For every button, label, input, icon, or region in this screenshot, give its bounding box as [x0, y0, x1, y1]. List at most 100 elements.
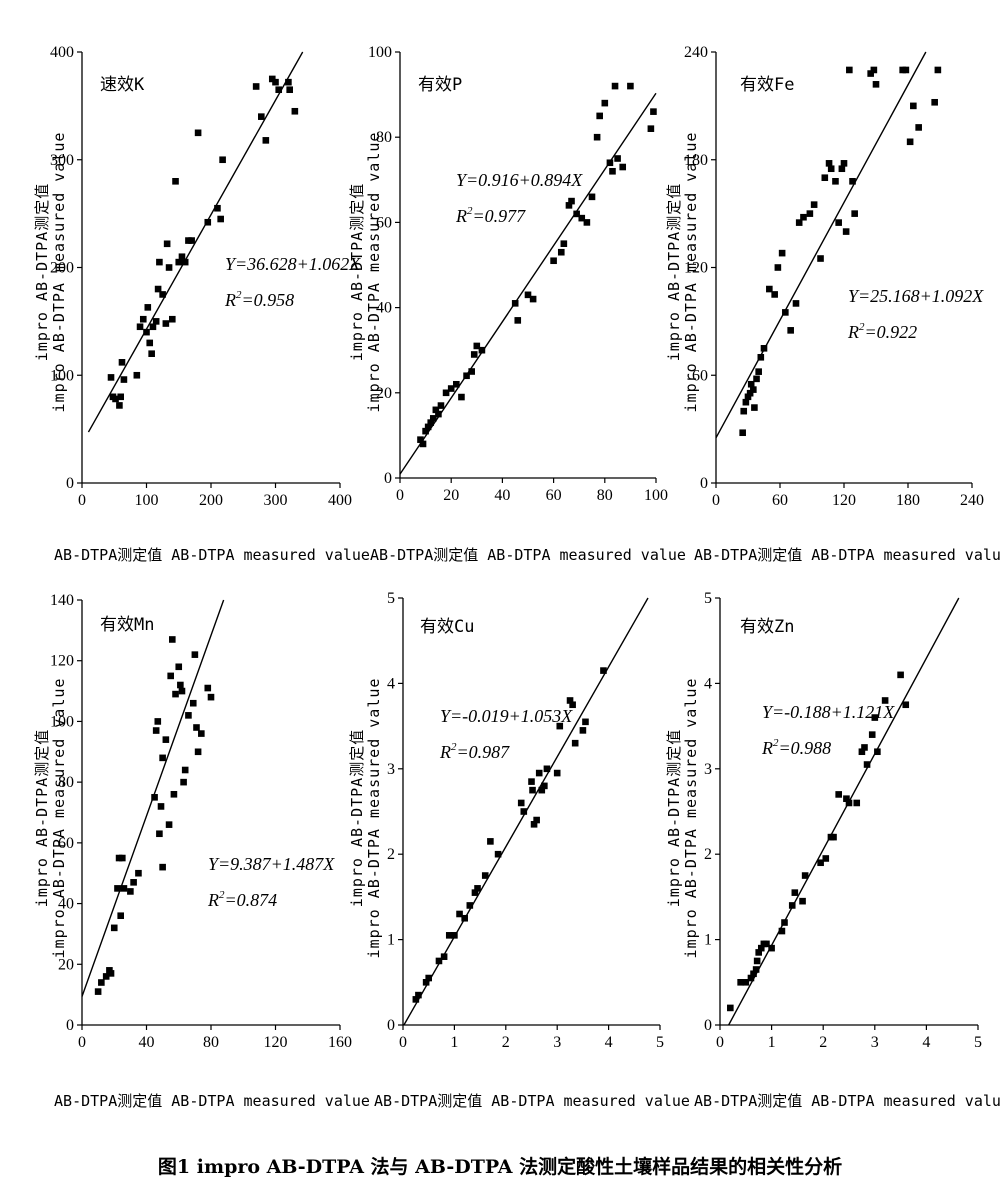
data-point: [788, 902, 796, 909]
data-point: [870, 66, 878, 74]
data-point: [204, 218, 212, 226]
x-tick-label: 2: [819, 1034, 827, 1051]
data-point: [148, 350, 155, 357]
data-point: [156, 258, 163, 266]
data-point: [163, 240, 171, 248]
y-tick-label: 100: [368, 44, 392, 61]
data-point: [286, 86, 293, 94]
y-tick-label: 4: [704, 675, 712, 692]
data-point: [832, 178, 839, 185]
data-point: [178, 253, 186, 261]
data-point: [861, 744, 868, 751]
data-point: [535, 769, 543, 777]
y-tick-label: 300: [50, 152, 74, 169]
data-point: [774, 264, 782, 271]
data-point: [529, 786, 536, 794]
data-point: [207, 693, 215, 701]
x-tick-label: 4: [922, 1034, 930, 1051]
fit-equation: Y=0.916+0.894X: [456, 170, 583, 190]
data-point: [135, 869, 142, 877]
data-point: [419, 440, 427, 448]
data-point: [619, 163, 627, 171]
data-point: [119, 854, 126, 862]
data-point: [422, 979, 430, 986]
fit-equation: Y=36.628+1.062X: [225, 254, 361, 274]
data-point: [151, 794, 158, 801]
data-point: [588, 193, 596, 201]
data-point: [285, 78, 292, 86]
data-point: [204, 684, 212, 692]
data-point: [429, 415, 437, 422]
data-point: [827, 165, 835, 173]
data-point: [116, 402, 123, 409]
data-point: [156, 830, 163, 838]
y-tick-label: 180: [684, 152, 708, 169]
data-point: [571, 739, 579, 747]
data-point: [107, 970, 115, 977]
y-axis-label-line2: impro AB-DTPA measured value: [365, 678, 383, 959]
data-point: [427, 419, 435, 426]
y-tick-label: 240: [684, 44, 708, 61]
y-axis-label-line1: impro AB-DTPA测定值: [665, 183, 683, 361]
data-point: [843, 795, 850, 802]
data-point: [931, 98, 938, 106]
data-point: [133, 371, 141, 379]
data-point: [742, 398, 750, 406]
data-point: [451, 932, 458, 939]
fit-line: [728, 597, 960, 1026]
data-point: [568, 197, 575, 205]
x-tick-label: 200: [199, 492, 223, 509]
data-point: [858, 748, 866, 756]
data-point: [191, 651, 199, 658]
y-tick-label: 3: [387, 761, 395, 778]
data-point: [463, 372, 470, 380]
x-tick-label: 20: [443, 487, 459, 504]
data-point: [806, 210, 814, 217]
data-point: [435, 957, 443, 965]
panel-4: 0 40 80 120 160 0 20 40 60 80 100 120 140 有效Mn Y=9.387…: [33, 592, 370, 1110]
data-point: [851, 210, 858, 217]
data-point: [422, 427, 429, 435]
panel-title: 有效Cu: [420, 617, 474, 637]
data-point: [470, 351, 478, 358]
data-point: [795, 219, 803, 226]
data-point: [830, 833, 837, 841]
x-tick-label: 80: [597, 487, 613, 504]
x-tick-label: 0: [399, 1034, 407, 1051]
data-point: [835, 791, 842, 798]
data-point: [881, 697, 889, 704]
data-point: [165, 264, 173, 271]
data-point: [825, 160, 833, 167]
data-point: [524, 291, 532, 299]
y-tick-label: 2: [704, 846, 712, 863]
data-point: [747, 380, 755, 388]
data-point: [127, 888, 134, 895]
r-squared: R2=0.987: [439, 741, 510, 762]
y-axis-label-line1: impro AB-DTPA测定值: [348, 729, 366, 907]
data-point: [458, 393, 465, 401]
data-point: [566, 697, 574, 704]
data-point: [159, 291, 166, 298]
figure-panels: 0 100 200 300 4000100200300400速效KY=36.628+1.…: [33, 44, 1000, 1110]
y-tick-label: 20: [376, 385, 392, 402]
r-squared: R2=0.988: [761, 737, 831, 758]
data-point: [110, 924, 118, 932]
data-point: [740, 407, 748, 415]
data-point: [442, 389, 450, 397]
data-point: [768, 944, 775, 952]
data-point: [169, 315, 176, 323]
data-point: [606, 159, 614, 167]
data-point: [112, 395, 119, 403]
data-point: [915, 124, 922, 131]
x-tick-label: 120: [832, 492, 856, 509]
fit-equation: Y=-0.188+1.121X: [762, 702, 895, 722]
data-point: [778, 249, 786, 257]
data-point: [744, 393, 752, 401]
data-point: [840, 160, 848, 167]
y-tick-label: 20: [58, 956, 74, 973]
data-point: [560, 240, 568, 247]
y-tick-label: 120: [684, 260, 708, 277]
data-point: [821, 174, 829, 182]
data-point: [181, 258, 189, 266]
data-point: [737, 979, 744, 986]
